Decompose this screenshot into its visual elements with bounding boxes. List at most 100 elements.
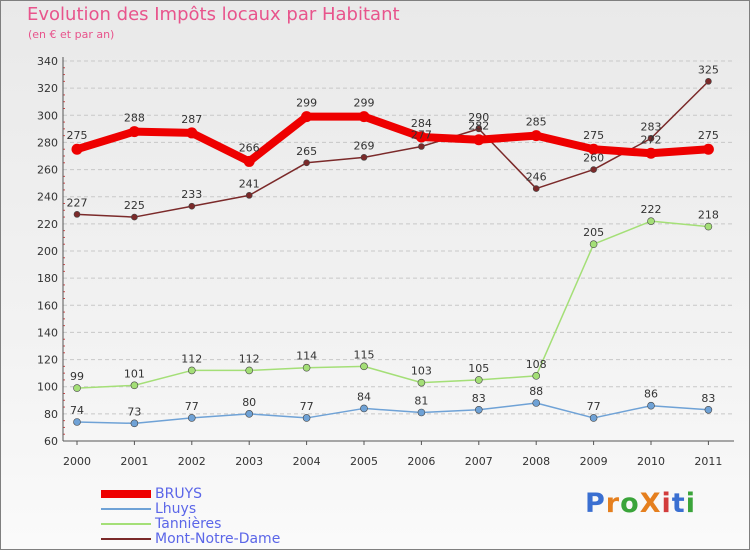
x-tick-label: 2003 (235, 455, 263, 468)
data-point-0 (128, 126, 140, 138)
data-label-2: 101 (124, 367, 145, 380)
data-point-0 (588, 143, 600, 155)
data-label-3: 227 (67, 196, 88, 209)
series-line-3 (76, 80, 709, 218)
data-label-3: 283 (641, 120, 662, 133)
data-point-0 (530, 130, 542, 142)
data-label-0: 284 (411, 117, 432, 130)
data-point-0 (243, 155, 255, 167)
data-label-1: 86 (644, 388, 658, 401)
data-point-1 (532, 399, 541, 407)
y-tick-label: 220 (37, 218, 58, 231)
legend-swatch-lhuys (101, 508, 151, 510)
data-label-1: 80 (242, 396, 256, 409)
data-point-0 (702, 143, 714, 155)
data-point-0 (71, 143, 83, 155)
data-label-1: 73 (127, 405, 141, 418)
x-tick-label: 2006 (407, 455, 435, 468)
data-label-3: 265 (296, 145, 317, 158)
chart-title: Evolution des Impôts locaux par Habitant (27, 4, 400, 25)
data-point-1 (245, 410, 253, 418)
legend-label-mont-notre-dame: Mont-Notre-Dame (155, 531, 281, 547)
data-label-3: 325 (698, 63, 719, 76)
data-point-3 (647, 135, 655, 142)
data-point-2 (73, 384, 81, 392)
data-point-1 (130, 419, 139, 428)
data-point-1 (417, 408, 426, 417)
data-point-2 (647, 217, 655, 225)
data-label-2: 112 (239, 352, 260, 365)
data-label-1: 77 (300, 400, 314, 413)
y-tick-label: 260 (37, 164, 58, 177)
data-label-3: 225 (124, 199, 145, 212)
series-line-2 (76, 220, 709, 389)
y-tick-label: 120 (37, 354, 58, 367)
y-tick-label: 280 (37, 136, 58, 149)
data-label-1: 77 (587, 400, 601, 413)
data-point-2 (130, 381, 139, 390)
data-label-1: 77 (185, 400, 199, 413)
y-tick-label: 80 (44, 408, 58, 421)
data-point-0 (358, 111, 370, 123)
data-point-2 (589, 240, 598, 249)
data-point-3 (705, 78, 712, 85)
data-label-0: 275 (67, 129, 88, 142)
data-label-0: 299 (354, 97, 375, 110)
y-tick-label: 200 (37, 245, 58, 258)
data-point-0 (186, 127, 198, 139)
data-point-3 (475, 125, 483, 133)
data-point-1 (474, 405, 483, 414)
y-tick-label: 160 (37, 299, 58, 312)
x-tick-label: 2005 (350, 455, 378, 468)
data-point-3 (532, 185, 540, 192)
data-label-1: 74 (70, 404, 84, 417)
data-label-0: 275 (698, 129, 719, 142)
data-label-0: 282 (468, 120, 489, 133)
legend-item-lhuys: Lhuys (101, 501, 196, 517)
data-point-0 (473, 134, 485, 146)
data-point-3 (73, 211, 81, 218)
data-label-2: 99 (70, 370, 84, 383)
x-tick-label: 2008 (522, 455, 550, 468)
legend-swatch-tannieres (101, 523, 151, 525)
data-point-2 (245, 366, 253, 375)
series-line-0 (75, 112, 709, 166)
data-label-2: 108 (526, 358, 547, 371)
data-point-2 (704, 222, 713, 231)
data-label-3: 246 (526, 171, 547, 184)
y-tick-label: 340 (37, 55, 58, 68)
data-label-3: 277 (411, 129, 432, 142)
legend-label-tannieres: Tannières (155, 516, 222, 532)
data-point-1 (704, 405, 713, 414)
data-point-1 (73, 418, 81, 426)
legend-item-mont-notre-dame: Mont-Notre-Dame (101, 531, 280, 547)
x-tick-label: 2004 (293, 455, 321, 468)
data-point-3 (131, 213, 138, 221)
data-label-0: 266 (239, 141, 260, 154)
data-label-1: 83 (472, 392, 486, 405)
data-point-2 (532, 372, 541, 380)
proxiti-logo: ProXiti (585, 488, 696, 519)
data-point-2 (474, 376, 483, 384)
data-point-0 (415, 131, 427, 143)
data-label-1: 83 (701, 392, 715, 405)
y-tick-label: 100 (37, 381, 58, 394)
data-label-0: 288 (124, 112, 145, 125)
data-label-0: 275 (583, 129, 604, 142)
data-point-2 (302, 363, 311, 372)
y-tick-label: 60 (44, 435, 58, 448)
data-point-3 (590, 166, 597, 173)
data-point-0 (645, 147, 657, 159)
data-point-2 (188, 366, 196, 375)
data-point-1 (302, 414, 311, 422)
x-tick-label: 2007 (465, 455, 493, 468)
data-point-1 (647, 401, 655, 410)
x-tick-label: 2000 (63, 455, 91, 468)
data-label-1: 88 (529, 385, 543, 398)
x-tick-label: 2009 (580, 455, 608, 468)
data-label-2: 103 (411, 365, 432, 378)
data-point-3 (360, 154, 368, 161)
x-tick-label: 2001 (120, 455, 148, 468)
data-label-2: 205 (583, 226, 604, 239)
y-tick-label: 240 (37, 191, 58, 204)
